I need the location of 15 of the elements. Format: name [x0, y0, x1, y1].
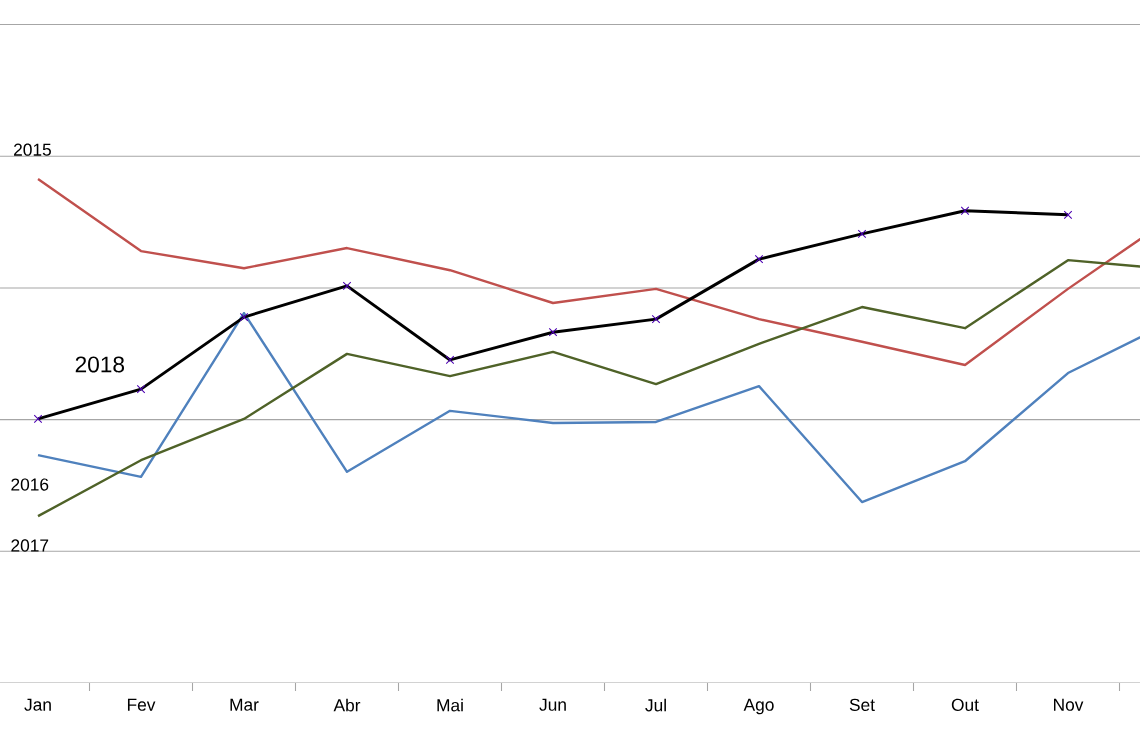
x-tick-label: Abr	[333, 698, 361, 712]
x-tick-label: Mai	[437, 698, 463, 712]
series-label: 2017	[11, 539, 49, 552]
x-tick-label: Jul	[645, 698, 666, 712]
series-label: 2015	[14, 143, 51, 156]
x-tick-label: Fev	[127, 698, 156, 711]
x-tick-label: Set	[849, 698, 875, 711]
series-label: 2018	[75, 356, 125, 373]
series-label: 2016	[11, 478, 49, 491]
x-tick-label: Nov	[1054, 698, 1084, 711]
x-tick-label: Jun	[539, 698, 566, 711]
x-tick-label: Out	[951, 698, 979, 711]
x-tick-label: Jan	[24, 698, 51, 711]
x-tick-label: Mar	[230, 698, 259, 711]
x-tick-label: Ago	[743, 698, 774, 715]
